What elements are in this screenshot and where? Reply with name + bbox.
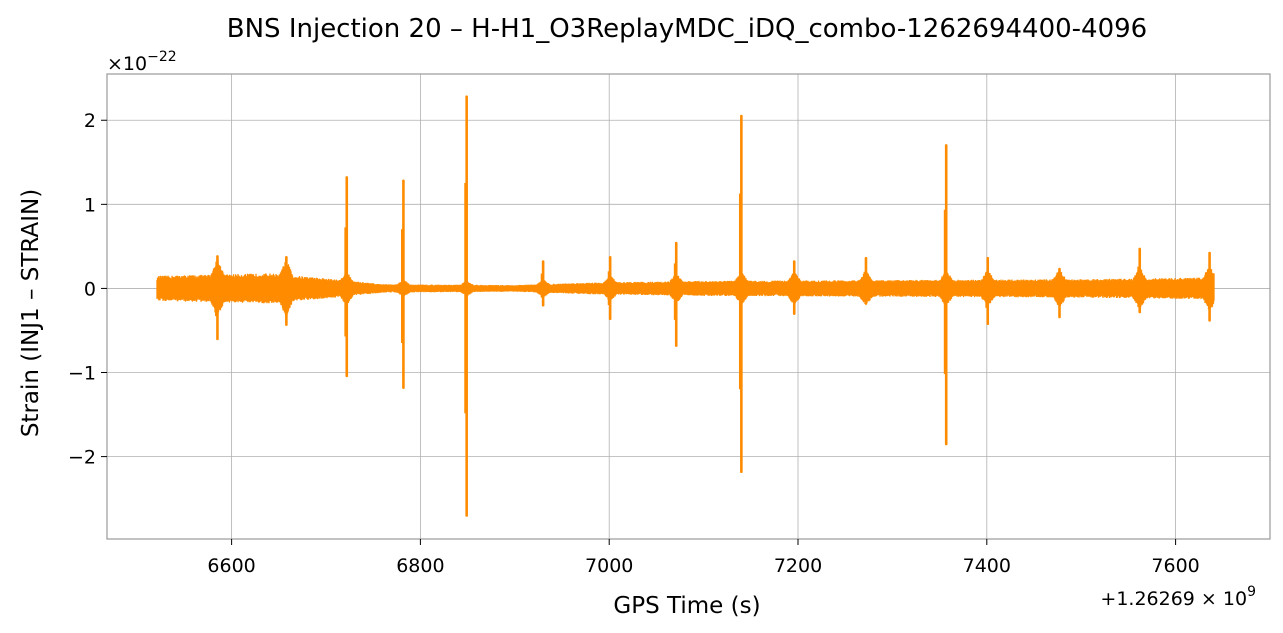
plot-area [106,73,1271,540]
x-tick-label: 6800 [396,555,444,577]
x-offset-value: +1.26269 × 109 [1100,584,1256,610]
y-scale-multiplier: ×10−22 [107,49,177,75]
x-tick-label: 7200 [774,555,822,577]
y-scale-text: ×10−22 [107,49,177,75]
y-tick-label: 2 [84,110,96,132]
y-axis-label: Strain (INJ1 – STRAIN) [18,189,44,437]
y-tick-label: 1 [84,194,96,216]
y-axis-ticks: −2 −1 0 1 2 [68,110,107,469]
x-tick-label: 7600 [1151,555,1199,577]
x-axis-label: GPS Time (s) [613,593,760,619]
x-axis-ticks: 6600 6800 7000 7200 7400 7600 [207,539,1200,577]
x-tick-label: 7400 [963,555,1011,577]
y-tick-label: −2 [68,447,96,469]
series-layer [156,95,1215,517]
y-tick-label: −1 [68,363,96,385]
strain-trace [156,259,1215,317]
y-tick-label: 0 [84,278,96,300]
plot-frame [106,73,1271,540]
x-tick-label: 7000 [585,555,633,577]
gridlines [107,74,1270,539]
x-offset-text: +1.26269 × 109 [1100,584,1256,610]
x-tick-label: 6600 [207,555,255,577]
chart-title: BNS Injection 20 – H-H1_O3ReplayMDC_iDQ_… [227,14,1147,44]
